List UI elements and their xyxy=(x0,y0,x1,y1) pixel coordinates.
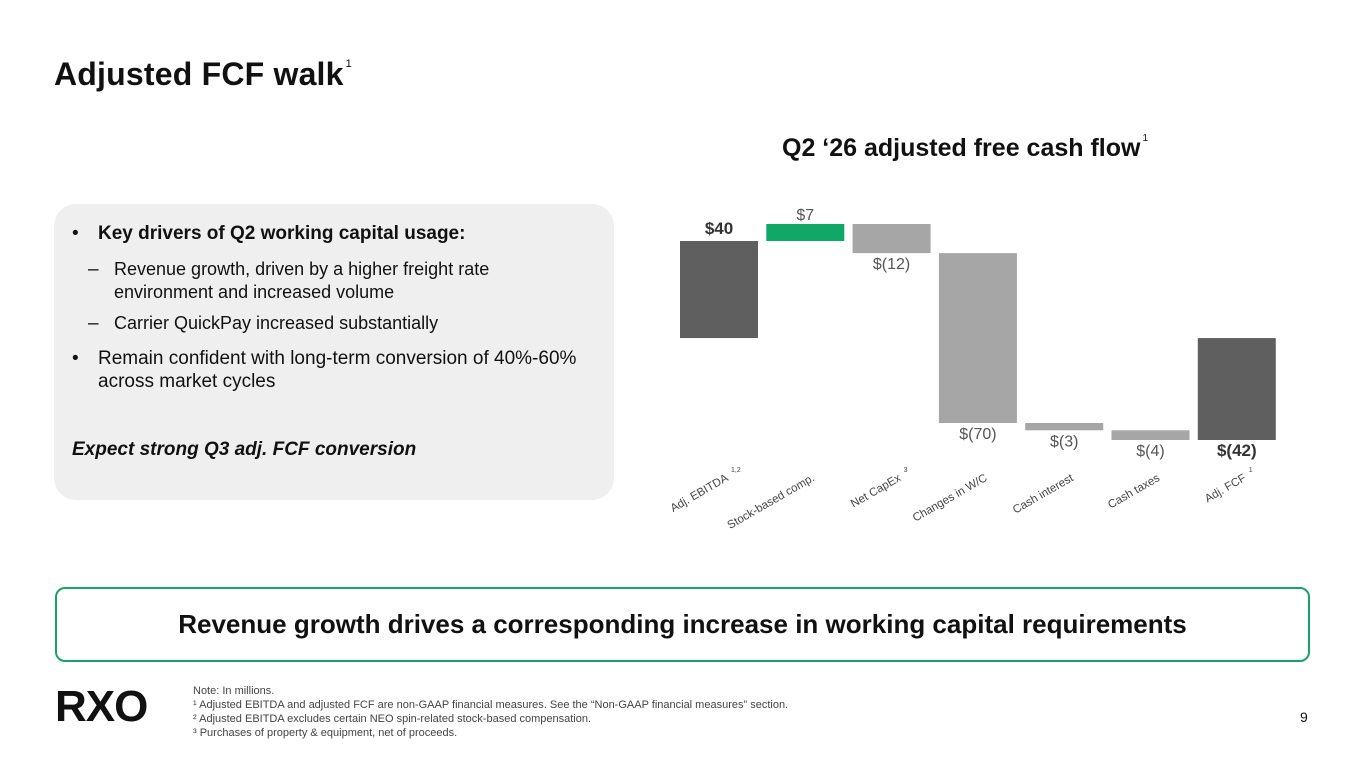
waterfall-bar-0 xyxy=(680,240,758,339)
category-footnote-6: 1 xyxy=(1249,467,1253,474)
callout-text: Revenue growth drives a corresponding in… xyxy=(178,609,1187,639)
conversion-bullet: Remain confident with long-term conversi… xyxy=(98,348,577,392)
category-footnote-0: 1,2 xyxy=(731,467,741,474)
waterfall-bar-6 xyxy=(1197,338,1276,440)
bullet-marker: • xyxy=(72,223,79,244)
footnotes: Note: In millions. ¹ Adjusted EBITDA and… xyxy=(193,684,788,740)
chart-title-footnote: 1 xyxy=(1142,132,1149,144)
bullet-marker: • xyxy=(72,348,79,369)
footnote-line: ² Adjusted EBITDA excludes certain NEO s… xyxy=(193,713,592,725)
footnote-line: ³ Purchases of property & equipment, net… xyxy=(193,727,458,739)
value-label-2: $(12) xyxy=(873,256,910,273)
driver-sub-item: Revenue growth, driven by a higher freig… xyxy=(114,259,490,302)
category-label-4: Cash interest xyxy=(1011,472,1076,517)
waterfall-bar-2 xyxy=(852,224,931,254)
category-label-6: Adj. FCF xyxy=(1203,472,1248,505)
footnote-line: Note: In millions. xyxy=(193,685,275,697)
value-label-4: $(3) xyxy=(1050,433,1078,450)
callout-box: Revenue growth drives a corresponding in… xyxy=(55,587,1310,662)
category-footnote-2: 3 xyxy=(904,467,908,474)
waterfall-bar-4 xyxy=(1025,423,1104,431)
page-title: Adjusted FCF walk 1 xyxy=(54,56,352,92)
drivers-panel: • Key drivers of Q2 working capital usag… xyxy=(54,204,614,500)
driver-sub-item: Carrier QuickPay increased substantially xyxy=(114,313,439,333)
dash-marker: – xyxy=(88,259,99,280)
category-label-0: Adj. EBITDA xyxy=(669,472,731,515)
waterfall-bar-5 xyxy=(1111,430,1190,440)
rxo-logo: RXO xyxy=(55,682,148,731)
page-number: 9 xyxy=(1300,709,1308,725)
category-label-1: Stock-based comp. xyxy=(726,472,817,532)
value-label-0: $40 xyxy=(705,219,733,238)
category-label-5: Cash taxes xyxy=(1106,472,1162,511)
chart-title: Q2 ‘26 adjusted free cash flow 1 xyxy=(782,132,1149,162)
waterfall-bar-1 xyxy=(766,224,845,241)
value-label-3: $(70) xyxy=(959,426,996,443)
value-label-1: $7 xyxy=(796,207,814,224)
drivers-heading: Key drivers of Q2 working capital usage: xyxy=(98,223,466,244)
title-footnote: 1 xyxy=(345,58,352,71)
value-label-6: $(42) xyxy=(1217,441,1257,460)
category-label-3: Changes in W/C xyxy=(911,472,990,524)
footnote-line: ¹ Adjusted EBITDA and adjusted FCF are n… xyxy=(193,699,789,711)
conclusion-text: Expect strong Q3 adj. FCF conversion xyxy=(72,439,417,460)
waterfall-bar-3 xyxy=(938,253,1017,424)
value-label-5: $(4) xyxy=(1136,443,1164,460)
dash-marker: – xyxy=(88,313,99,334)
category-label-2: Net CapEx xyxy=(849,472,903,510)
